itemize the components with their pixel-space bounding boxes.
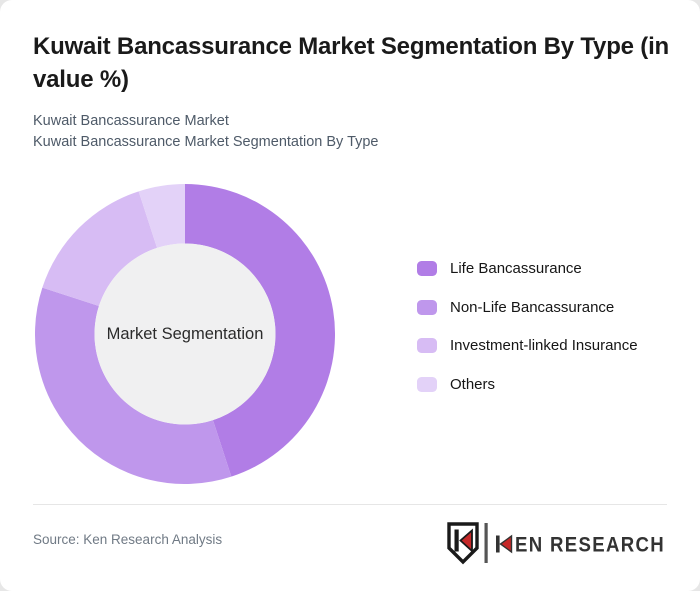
legend-swatch-others xyxy=(417,376,437,392)
legend-swatch-life xyxy=(417,261,437,276)
donut-slice-2 xyxy=(42,191,158,307)
subtitle-block: Kuwait Bancassurance Market Kuwait Banca… xyxy=(33,111,379,153)
logo-text: EN RESEARCH xyxy=(515,534,665,557)
legend-label-others: Others xyxy=(450,375,496,393)
chart-legend: Life Bancassurance Non-Life Bancassuranc… xyxy=(417,260,638,415)
logo-k-glyph xyxy=(496,534,513,554)
subtitle-line-2: Kuwait Bancassurance Market Segmentation… xyxy=(33,134,379,150)
legend-item-investment: Investment-linked Insurance xyxy=(417,337,638,354)
legend-item-life: Life Bancassurance xyxy=(417,260,638,277)
logo-separator xyxy=(484,523,488,563)
legend-label-life: Life Bancassurance xyxy=(450,260,582,277)
legend-item-others: Others xyxy=(417,375,638,393)
legend-swatch-nonlife xyxy=(417,299,437,315)
donut-hole xyxy=(94,243,276,425)
ken-research-logo: EN RESEARCH xyxy=(447,522,665,565)
source-text: Source: Ken Research Analysis xyxy=(33,532,223,547)
legend-item-nonlife: Non-Life Bancassurance xyxy=(417,298,638,316)
donut-slice-3 xyxy=(138,184,185,248)
legend-label-nonlife: Non-Life Bancassurance xyxy=(450,298,615,316)
donut-slice-1 xyxy=(35,287,232,484)
donut-slice-0 xyxy=(185,184,335,477)
shield-k-icon xyxy=(447,522,479,565)
donut-chart xyxy=(35,184,335,484)
subtitle-line-1: Kuwait Bancassurance Market xyxy=(33,113,229,129)
legend-swatch-investment xyxy=(417,338,437,353)
footer-divider xyxy=(33,504,667,505)
donut-slices xyxy=(35,184,335,484)
page-title: Kuwait Bancassurance Market Segmentation… xyxy=(33,33,669,93)
legend-label-investment: Investment-linked Insurance xyxy=(450,337,638,354)
donut-chart-area: Market Segmentation xyxy=(35,184,335,484)
